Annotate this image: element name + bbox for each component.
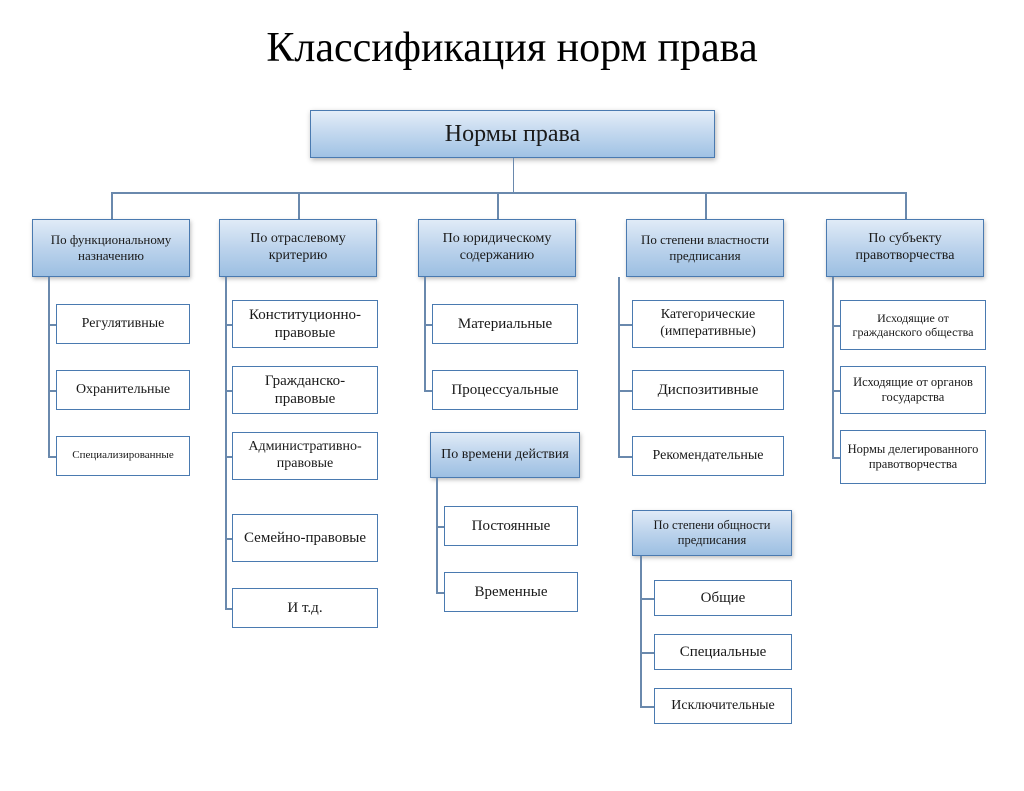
connector-v (497, 192, 499, 219)
item-legal-1: Процессуальные (432, 370, 578, 410)
connector-h (225, 538, 232, 540)
connector-v (513, 158, 515, 192)
item-func-1: Охранительные (56, 370, 190, 410)
sub-header-legal: По времени действия (430, 432, 580, 478)
branch-header-power: По степени властности предписания (626, 219, 784, 277)
connector-v (48, 277, 50, 456)
connector-h (640, 598, 654, 600)
item-sector-0: Конституционно-правовые (232, 300, 378, 348)
connector-v (618, 277, 620, 456)
connector-h (225, 608, 232, 610)
sub-item-legal-0: Постоянные (444, 506, 578, 546)
page-title: Классификация норм права (0, 24, 1024, 72)
item-legal-0: Материальные (432, 304, 578, 344)
connector-h (832, 457, 840, 459)
item-sector-3: Семейно-правовые (232, 514, 378, 562)
item-subj-2: Нормы делегированного правотворчества (840, 430, 986, 484)
connector-v (832, 277, 834, 457)
item-subj-1: Исходящие от органов государства (840, 366, 986, 414)
sub-item-power-0: Общие (654, 580, 792, 616)
item-power-0: Категорические (императивные) (632, 300, 784, 348)
connector-v (705, 192, 707, 219)
connector-v (111, 192, 113, 219)
branch-header-legal: По юридическому содержанию (418, 219, 576, 277)
connector-v (436, 478, 438, 592)
branch-header-sector: По отраслевому критерию (219, 219, 377, 277)
connector-h (832, 390, 840, 392)
item-func-2: Специализированные (56, 436, 190, 476)
branch-header-func: По функциональному назначению (32, 219, 190, 277)
connector-h (48, 456, 56, 458)
connector-h (424, 324, 432, 326)
connector-h (436, 592, 444, 594)
connector-h (225, 456, 232, 458)
item-power-1: Диспозитивные (632, 370, 784, 410)
connector-v (424, 277, 426, 390)
connector-h (618, 456, 632, 458)
connector-h (225, 324, 232, 326)
connector-v (640, 556, 642, 706)
connector-h (48, 324, 56, 326)
connector-h (424, 390, 432, 392)
connector-h (48, 390, 56, 392)
item-power-2: Рекомендательные (632, 436, 784, 476)
connector-h (618, 390, 632, 392)
item-sector-2: Административно-правовые (232, 432, 378, 480)
item-func-0: Регулятивные (56, 304, 190, 344)
sub-header-power: По степени общности предписания (632, 510, 792, 556)
connector-h (618, 324, 632, 326)
connector-h (225, 390, 232, 392)
item-subj-0: Исходящие от гражданского общества (840, 300, 986, 350)
connector-v (298, 192, 300, 219)
connector-h (436, 526, 444, 528)
connector-v (905, 192, 907, 219)
item-sector-1: Гражданско-правовые (232, 366, 378, 414)
connector-h (640, 652, 654, 654)
connector-h (832, 325, 840, 327)
sub-item-power-2: Исключительные (654, 688, 792, 724)
connector-v (225, 277, 227, 608)
root-node: Нормы права (310, 110, 715, 158)
connector-h (640, 706, 654, 708)
sub-item-power-1: Специальные (654, 634, 792, 670)
sub-item-legal-1: Временные (444, 572, 578, 612)
branch-header-subj: По субъекту правотворчества (826, 219, 984, 277)
item-sector-4: И т.д. (232, 588, 378, 628)
connector-h (111, 192, 905, 194)
